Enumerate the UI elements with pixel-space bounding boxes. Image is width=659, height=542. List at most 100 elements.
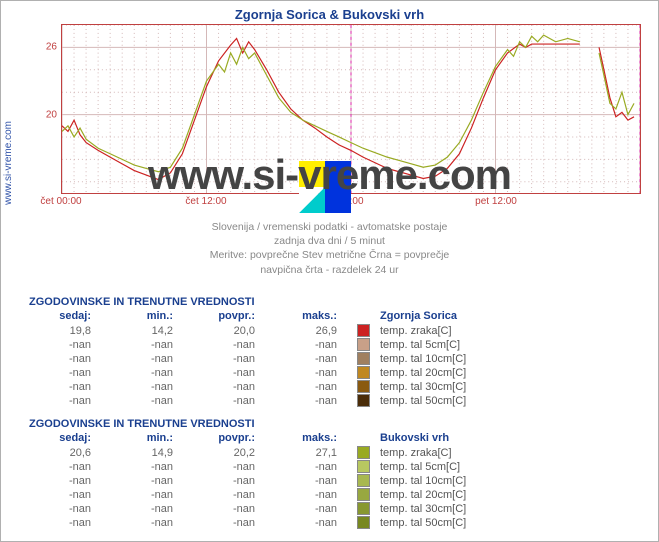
data-tables: ZGODOVINSKE IN TRENUTNE VREDNOSTI sedaj:m… (29, 296, 649, 540)
caption-line: zadnja dva dni / 5 minut (1, 234, 658, 248)
caption-line: Meritve: povprečne Stev metrične Črna = … (1, 248, 658, 262)
table-row: -nan-nan-nan-nantemp. tal 50cm[C] (29, 394, 472, 408)
legend-label: temp. zraka[C] (380, 446, 472, 460)
table-cell: -nan (193, 352, 275, 366)
table-row: -nan-nan-nan-nantemp. tal 30cm[C] (29, 502, 472, 516)
table-cell: -nan (193, 488, 275, 502)
x-tick-label: pet 12:00 (475, 196, 517, 207)
table-cell: -nan (275, 394, 357, 408)
legend-swatch (357, 516, 370, 529)
table-cell: -nan (111, 352, 193, 366)
column-header: povpr.: (193, 432, 275, 446)
data-table: sedaj:min.:povpr.:maks.: Bukovski vrh20,… (29, 432, 472, 530)
legend-label: temp. tal 50cm[C] (380, 516, 472, 530)
table-cell: -nan (111, 488, 193, 502)
table-cell: -nan (275, 338, 357, 352)
caption-line: Slovenija / vremenski podatki - avtomats… (1, 220, 658, 234)
column-header: maks.: (275, 310, 357, 324)
data-table: sedaj:min.:povpr.:maks.: Zgornja Sorica1… (29, 310, 472, 408)
source-link[interactable]: www.si-vreme.com (3, 121, 14, 205)
table-cell: -nan (275, 366, 357, 380)
chart-title: Zgornja Sorica & Bukovski vrh (1, 1, 658, 24)
table-cell: -nan (29, 516, 111, 530)
legend-swatch (357, 446, 370, 459)
table-row: -nan-nan-nan-nantemp. tal 20cm[C] (29, 366, 472, 380)
table-cell: -nan (111, 516, 193, 530)
column-header: povpr.: (193, 310, 275, 324)
table-cell: -nan (275, 516, 357, 530)
table-row: -nan-nan-nan-nantemp. tal 50cm[C] (29, 516, 472, 530)
table-cell: -nan (111, 502, 193, 516)
legend-label: temp. tal 30cm[C] (380, 502, 472, 516)
table-cell: -nan (275, 460, 357, 474)
table-cell: -nan (111, 366, 193, 380)
table-row: -nan-nan-nan-nantemp. tal 30cm[C] (29, 380, 472, 394)
table-cell: -nan (29, 366, 111, 380)
station-block: ZGODOVINSKE IN TRENUTNE VREDNOSTI sedaj:m… (29, 418, 649, 530)
table-row: 20,614,920,227,1 temp. zraka[C] (29, 446, 472, 460)
y-tick-label: 26 (46, 41, 57, 52)
x-tick-label: čet 00:00 (40, 196, 81, 207)
legend-label: temp. tal 30cm[C] (380, 380, 472, 394)
table-cell: -nan (29, 474, 111, 488)
chart-container: { "title": "Zgornja Sorica & Bukovski vr… (0, 0, 659, 542)
table-cell: -nan (111, 460, 193, 474)
table-cell: -nan (111, 338, 193, 352)
table-cell: 14,9 (111, 446, 193, 460)
legend-label: temp. tal 10cm[C] (380, 352, 472, 366)
legend-swatch (357, 488, 370, 501)
table-cell: 27,1 (275, 446, 357, 460)
x-tick-label: čet 12:00 (185, 196, 226, 207)
legend-label: temp. tal 20cm[C] (380, 488, 472, 502)
table-cell: 20,6 (29, 446, 111, 460)
x-axis-ticks: čet 00:00čet 12:0000:00pet 12:00 (61, 196, 641, 212)
table-cell: -nan (275, 380, 357, 394)
table-row: 19,814,220,026,9 temp. zraka[C] (29, 324, 472, 338)
table-row: -nan-nan-nan-nantemp. tal 10cm[C] (29, 474, 472, 488)
station-name: Zgornja Sorica (380, 310, 472, 324)
source-link-vertical[interactable]: www.si-vreme.com (3, 121, 15, 241)
chart-caption: Slovenija / vremenski podatki - avtomats… (1, 220, 658, 277)
station-block: ZGODOVINSKE IN TRENUTNE VREDNOSTI sedaj:m… (29, 296, 649, 408)
legend-label: temp. tal 20cm[C] (380, 366, 472, 380)
table-section-title: ZGODOVINSKE IN TRENUTNE VREDNOSTI (29, 418, 649, 430)
x-tick-label: 00:00 (338, 196, 363, 207)
table-cell: 20,2 (193, 446, 275, 460)
table-cell: -nan (29, 380, 111, 394)
chart-svg (62, 25, 640, 193)
table-section-title: ZGODOVINSKE IN TRENUTNE VREDNOSTI (29, 296, 649, 308)
y-tick-label: 20 (46, 109, 57, 120)
legend-label: temp. tal 10cm[C] (380, 474, 472, 488)
chart-plot-area (61, 24, 641, 194)
table-cell: -nan (29, 502, 111, 516)
legend-swatch (357, 338, 370, 351)
column-header: maks.: (275, 432, 357, 446)
table-cell: 26,9 (275, 324, 357, 338)
table-cell: -nan (29, 352, 111, 366)
legend-swatch (357, 502, 370, 515)
caption-line: navpična črta - razdelek 24 ur (1, 263, 658, 277)
legend-swatch (357, 460, 370, 473)
table-cell: 20,0 (193, 324, 275, 338)
legend-label: temp. zraka[C] (380, 324, 472, 338)
table-cell: -nan (111, 394, 193, 408)
legend-label: temp. tal 5cm[C] (380, 460, 472, 474)
column-header: min.: (111, 310, 193, 324)
table-cell: -nan (193, 502, 275, 516)
table-cell: -nan (111, 474, 193, 488)
y-axis-ticks: 2026 (41, 24, 59, 194)
table-row: -nan-nan-nan-nantemp. tal 5cm[C] (29, 338, 472, 352)
table-cell: -nan (193, 394, 275, 408)
legend-label: temp. tal 50cm[C] (380, 394, 472, 408)
station-name: Bukovski vrh (380, 432, 472, 446)
table-cell: -nan (275, 474, 357, 488)
table-cell: 14,2 (111, 324, 193, 338)
legend-swatch (357, 394, 370, 407)
table-cell: -nan (29, 394, 111, 408)
table-cell: 19,8 (29, 324, 111, 338)
legend-swatch (357, 352, 370, 365)
column-header: min.: (111, 432, 193, 446)
table-cell: -nan (193, 338, 275, 352)
table-cell: -nan (275, 352, 357, 366)
table-cell: -nan (29, 338, 111, 352)
